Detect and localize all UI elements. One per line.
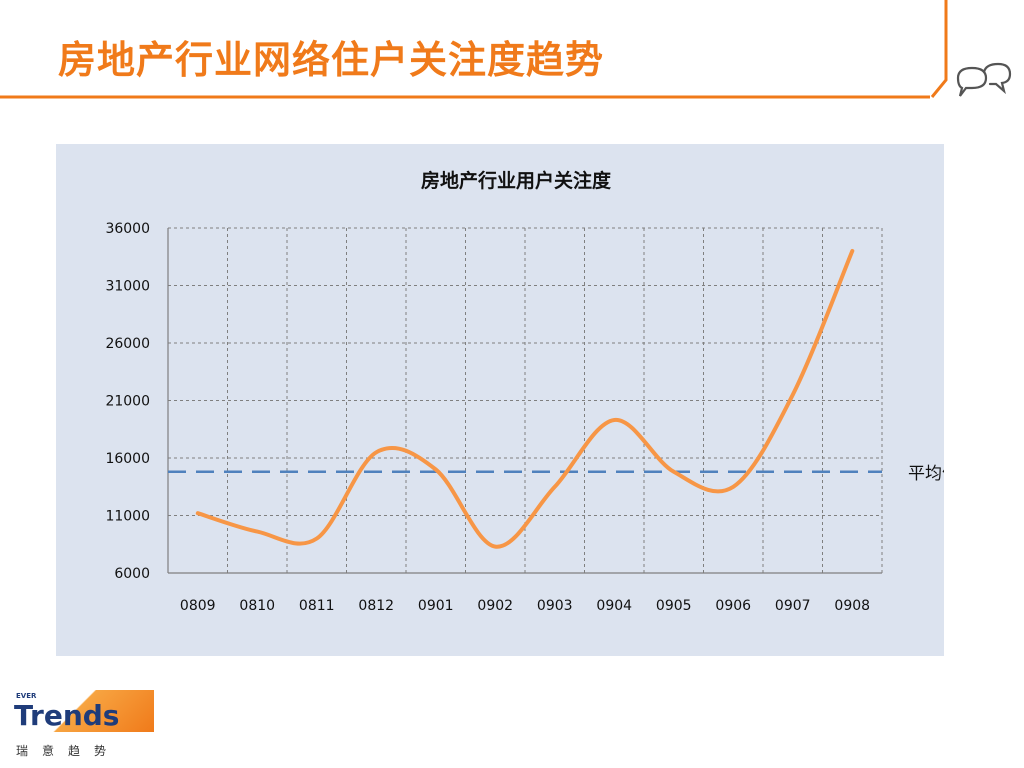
x-tick-label: 0809 bbox=[180, 598, 216, 614]
chart-panel: 房地产行业用户关注度 36000 31000 26000 21000 16000 1100… bbox=[56, 144, 944, 656]
logo-banner bbox=[12, 690, 154, 732]
speech-bubbles-icon bbox=[956, 62, 1012, 97]
axes: 36000 31000 26000 21000 16000 11000 6000 0809 08… bbox=[105, 221, 882, 614]
page-title: 房地产行业网络住户关注度趋势 bbox=[58, 38, 605, 82]
y-tick-label: 31000 bbox=[105, 279, 150, 295]
x-tick-label: 0906 bbox=[715, 598, 751, 614]
average-label: 平均值 bbox=[908, 464, 944, 484]
x-tick-label: 0903 bbox=[537, 598, 573, 614]
x-tick-label: 0904 bbox=[596, 598, 632, 614]
y-tick-label: 36000 bbox=[105, 221, 150, 237]
y-tick-label: 26000 bbox=[105, 336, 150, 352]
x-tick-label: 0901 bbox=[418, 598, 454, 614]
y-tick-label: 21000 bbox=[105, 394, 150, 410]
logo-brand-text: Trends bbox=[14, 699, 120, 732]
x-tick-label: 0811 bbox=[299, 598, 335, 614]
grid bbox=[167, 227, 883, 573]
y-tick-label: 16000 bbox=[105, 451, 150, 467]
y-tick-label: 6000 bbox=[114, 566, 150, 582]
series-group bbox=[195, 249, 855, 549]
logo-subtitle: 瑞意趋势 bbox=[16, 744, 121, 758]
x-tick-label: 0905 bbox=[656, 598, 692, 614]
average-line-group: 平均值 bbox=[168, 464, 944, 484]
x-tick-label: 0902 bbox=[477, 598, 513, 614]
y-tick-label: 11000 bbox=[105, 509, 150, 525]
frame-corner-line bbox=[930, 0, 948, 98]
x-tick-label: 0812 bbox=[358, 598, 394, 614]
series-line bbox=[195, 249, 855, 549]
brand-logo: EVER Trends 瑞意趋势 bbox=[12, 690, 158, 760]
x-tick-label: 0907 bbox=[775, 598, 811, 614]
line-chart: 房地产行业用户关注度 36000 31000 26000 21000 16000 1100… bbox=[105, 169, 944, 614]
logo-small-text: EVER bbox=[16, 692, 37, 700]
x-tick-label: 0908 bbox=[834, 598, 870, 614]
chart-title: 房地产行业用户关注度 bbox=[421, 169, 612, 192]
x-tick-label: 0810 bbox=[239, 598, 275, 614]
